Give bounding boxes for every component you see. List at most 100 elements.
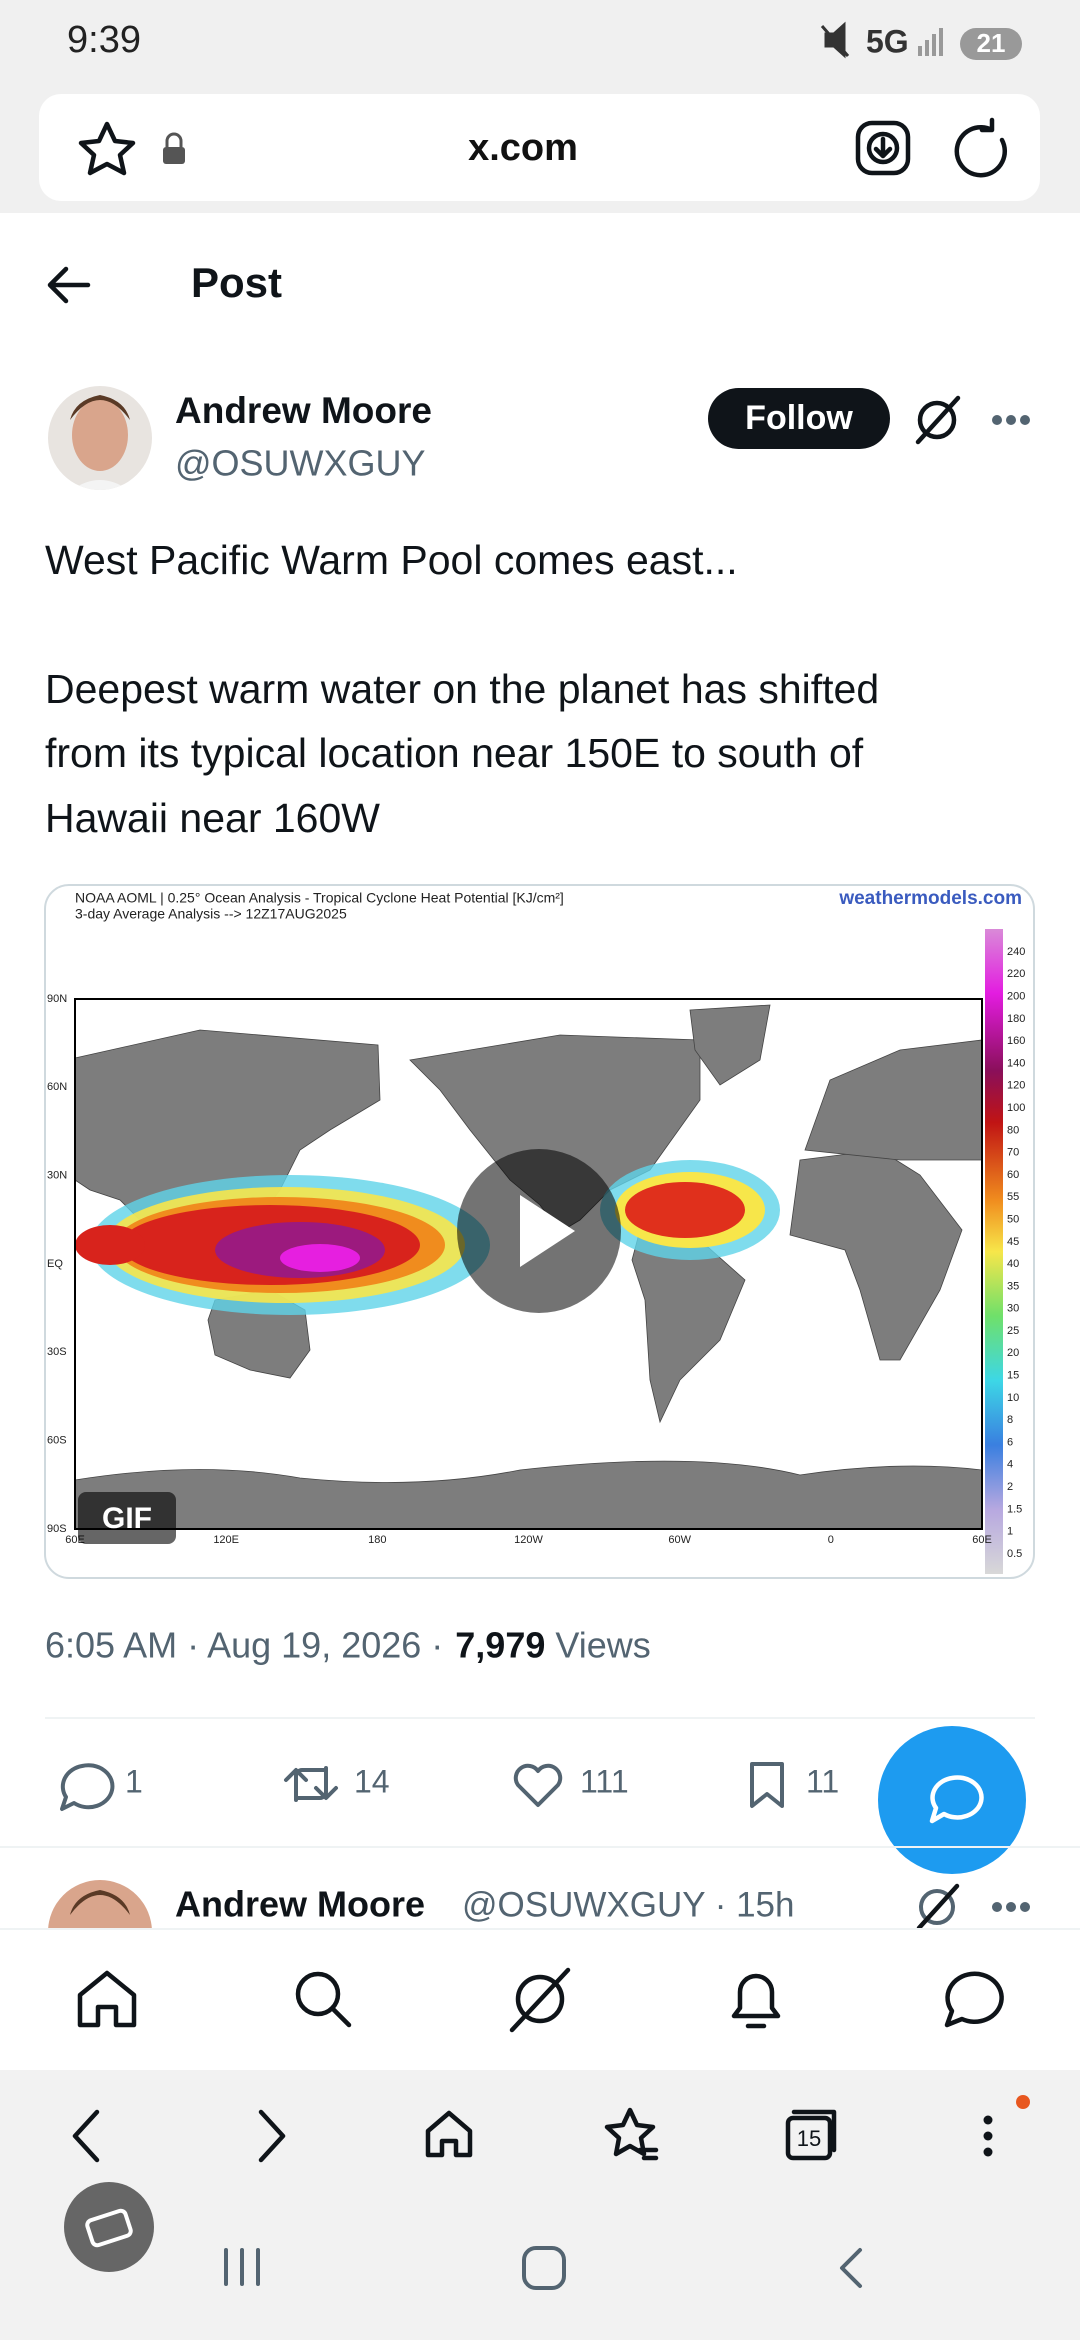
lat-label: 30S: [47, 1346, 67, 1358]
colorbar-label: 15: [1007, 1370, 1019, 1382]
lat-label: 30N: [47, 1170, 67, 1182]
colorbar-label: 20: [1007, 1347, 1019, 1359]
browser-home[interactable]: [425, 2110, 473, 2158]
text-line: Hawaii near 160W: [45, 795, 380, 841]
more-button[interactable]: [992, 415, 1030, 425]
bookmark-star[interactable]: [78, 121, 136, 176]
nav-home[interactable]: [77, 1970, 137, 2028]
map-frame: [74, 998, 983, 1530]
media-border: [44, 884, 1035, 1579]
author-handle[interactable]: @OSUWXGUY: [175, 443, 426, 484]
colorbar-label: 10: [1007, 1392, 1019, 1404]
follow-button[interactable]: [708, 388, 890, 449]
reply-count: 1: [125, 1763, 143, 1799]
status-time: 9:39: [67, 19, 141, 61]
lat-label: 90S: [47, 1523, 67, 1535]
colorbar: [985, 929, 1003, 1574]
colorbar-label: 200: [1007, 990, 1025, 1002]
colorbar-label: 100: [1007, 1102, 1025, 1114]
lon-label: 120E: [213, 1534, 239, 1546]
tab-count: 15: [797, 2126, 821, 2151]
lat-label: EQ: [47, 1258, 63, 1270]
like-action[interactable]: 111: [513, 1763, 629, 1807]
header-title: Post: [191, 259, 282, 306]
colorbar-label: 240: [1007, 946, 1025, 958]
battery: [960, 28, 1022, 60]
lat-label: 60N: [47, 1081, 67, 1093]
gesture-bar: [224, 2246, 862, 2290]
author-name[interactable]: Andrew Moore: [175, 390, 432, 431]
post-text: West Pacific Warm Pool comes east... Dee…: [45, 537, 879, 841]
next-author-meta: @OSUWXGUY · 15h: [462, 1885, 794, 1924]
reply-action[interactable]: 1: [60, 1763, 143, 1811]
bookmark-count: 11: [806, 1763, 839, 1799]
text-line: from its typical location near 150E to s…: [45, 730, 864, 776]
back-button[interactable]: [47, 266, 91, 304]
download-button[interactable]: [855, 120, 911, 176]
lock-icon: [163, 132, 185, 164]
browser-menu[interactable]: [983, 2095, 1031, 2157]
grok-button[interactable]: [915, 395, 961, 445]
lon-label: 60E: [972, 1534, 992, 1546]
nav-messages[interactable]: [944, 1971, 1004, 2028]
browser-forward: [258, 2109, 286, 2163]
mute-icon: [820, 21, 850, 59]
colorbar-label: 80: [1007, 1124, 1019, 1136]
colorbar-label: 4: [1007, 1459, 1013, 1471]
colorbar-label: 40: [1007, 1258, 1019, 1270]
colorbar-label: 6: [1007, 1436, 1013, 1448]
colorbar-label: 120: [1007, 1080, 1025, 1092]
lon-label: 0: [828, 1534, 834, 1546]
repost-count: 14: [354, 1763, 390, 1799]
map-subtitle: 3-day Average Analysis --> 12Z17AUG2025: [75, 906, 347, 922]
views-count: 7,979: [455, 1625, 545, 1666]
views-label: Views: [555, 1625, 650, 1666]
browser-tabs[interactable]: 15: [785, 2109, 837, 2161]
text-line: Deepest warm water on the planet has shi…: [45, 666, 879, 712]
watermark: weathermodels.com: [838, 888, 1022, 909]
nav-grok[interactable]: [509, 1967, 571, 2033]
compose-fab[interactable]: [878, 1726, 1026, 1874]
gif-badge: [78, 1492, 176, 1544]
like-count: 111: [580, 1763, 629, 1799]
lon-labels: 60E 120E 180 120W 60W 0 60E: [65, 1534, 992, 1546]
follow-label[interactable]: Follow: [745, 399, 853, 437]
browser-bookmarks[interactable]: [604, 2107, 659, 2161]
media-card[interactable]: NOAA AOML | 0.25° Ocean Analysis - Tropi…: [44, 884, 1035, 1579]
colorbar-labels: 2402202001801601401201008070605550454035…: [1007, 946, 1025, 1560]
bookmark-action[interactable]: 11: [750, 1762, 839, 1808]
avatar[interactable]: [48, 386, 152, 500]
colorbar-label: 35: [1007, 1280, 1019, 1292]
signal-icon: [918, 28, 943, 56]
map-land: [74, 1004, 983, 1530]
gif-label: GIF: [102, 1502, 152, 1535]
colorbar-label: 50: [1007, 1213, 1019, 1225]
lon-label: 180: [368, 1534, 386, 1546]
colorbar-label: 2: [1007, 1481, 1013, 1493]
colorbar-label: 160: [1007, 1035, 1025, 1047]
nav-search[interactable]: [295, 1971, 352, 2028]
colorbar-label: 1: [1007, 1526, 1013, 1538]
nav-notifications[interactable]: [731, 1973, 781, 2029]
colorbar-label: 55: [1007, 1191, 1019, 1203]
colorbar-label: 220: [1007, 968, 1025, 980]
text-line: West Pacific Warm Pool comes east...: [45, 537, 738, 583]
lon-label: 120W: [514, 1534, 543, 1546]
colorbar-label: 140: [1007, 1057, 1025, 1069]
repost-action[interactable]: 14: [284, 1763, 390, 1802]
lat-label: 60S: [47, 1435, 67, 1447]
lat-label: 90N: [47, 993, 67, 1005]
floating-tool[interactable]: [64, 2182, 154, 2272]
colorbar-label: 8: [1007, 1414, 1013, 1426]
timestamp[interactable]: 6:05 AM · Aug 19, 2026 ·: [45, 1625, 443, 1666]
reload-button[interactable]: [954, 117, 1008, 178]
colorbar-label: 70: [1007, 1147, 1019, 1159]
browser-back[interactable]: [72, 2109, 100, 2163]
next-post[interactable]: Andrew Moore @OSUWXGUY · 15h: [48, 1880, 1030, 1984]
url-bar[interactable]: [39, 94, 1040, 201]
url[interactable]: x.com: [468, 127, 578, 169]
colorbar-label: 25: [1007, 1325, 1019, 1337]
play-button[interactable]: [457, 1149, 621, 1313]
